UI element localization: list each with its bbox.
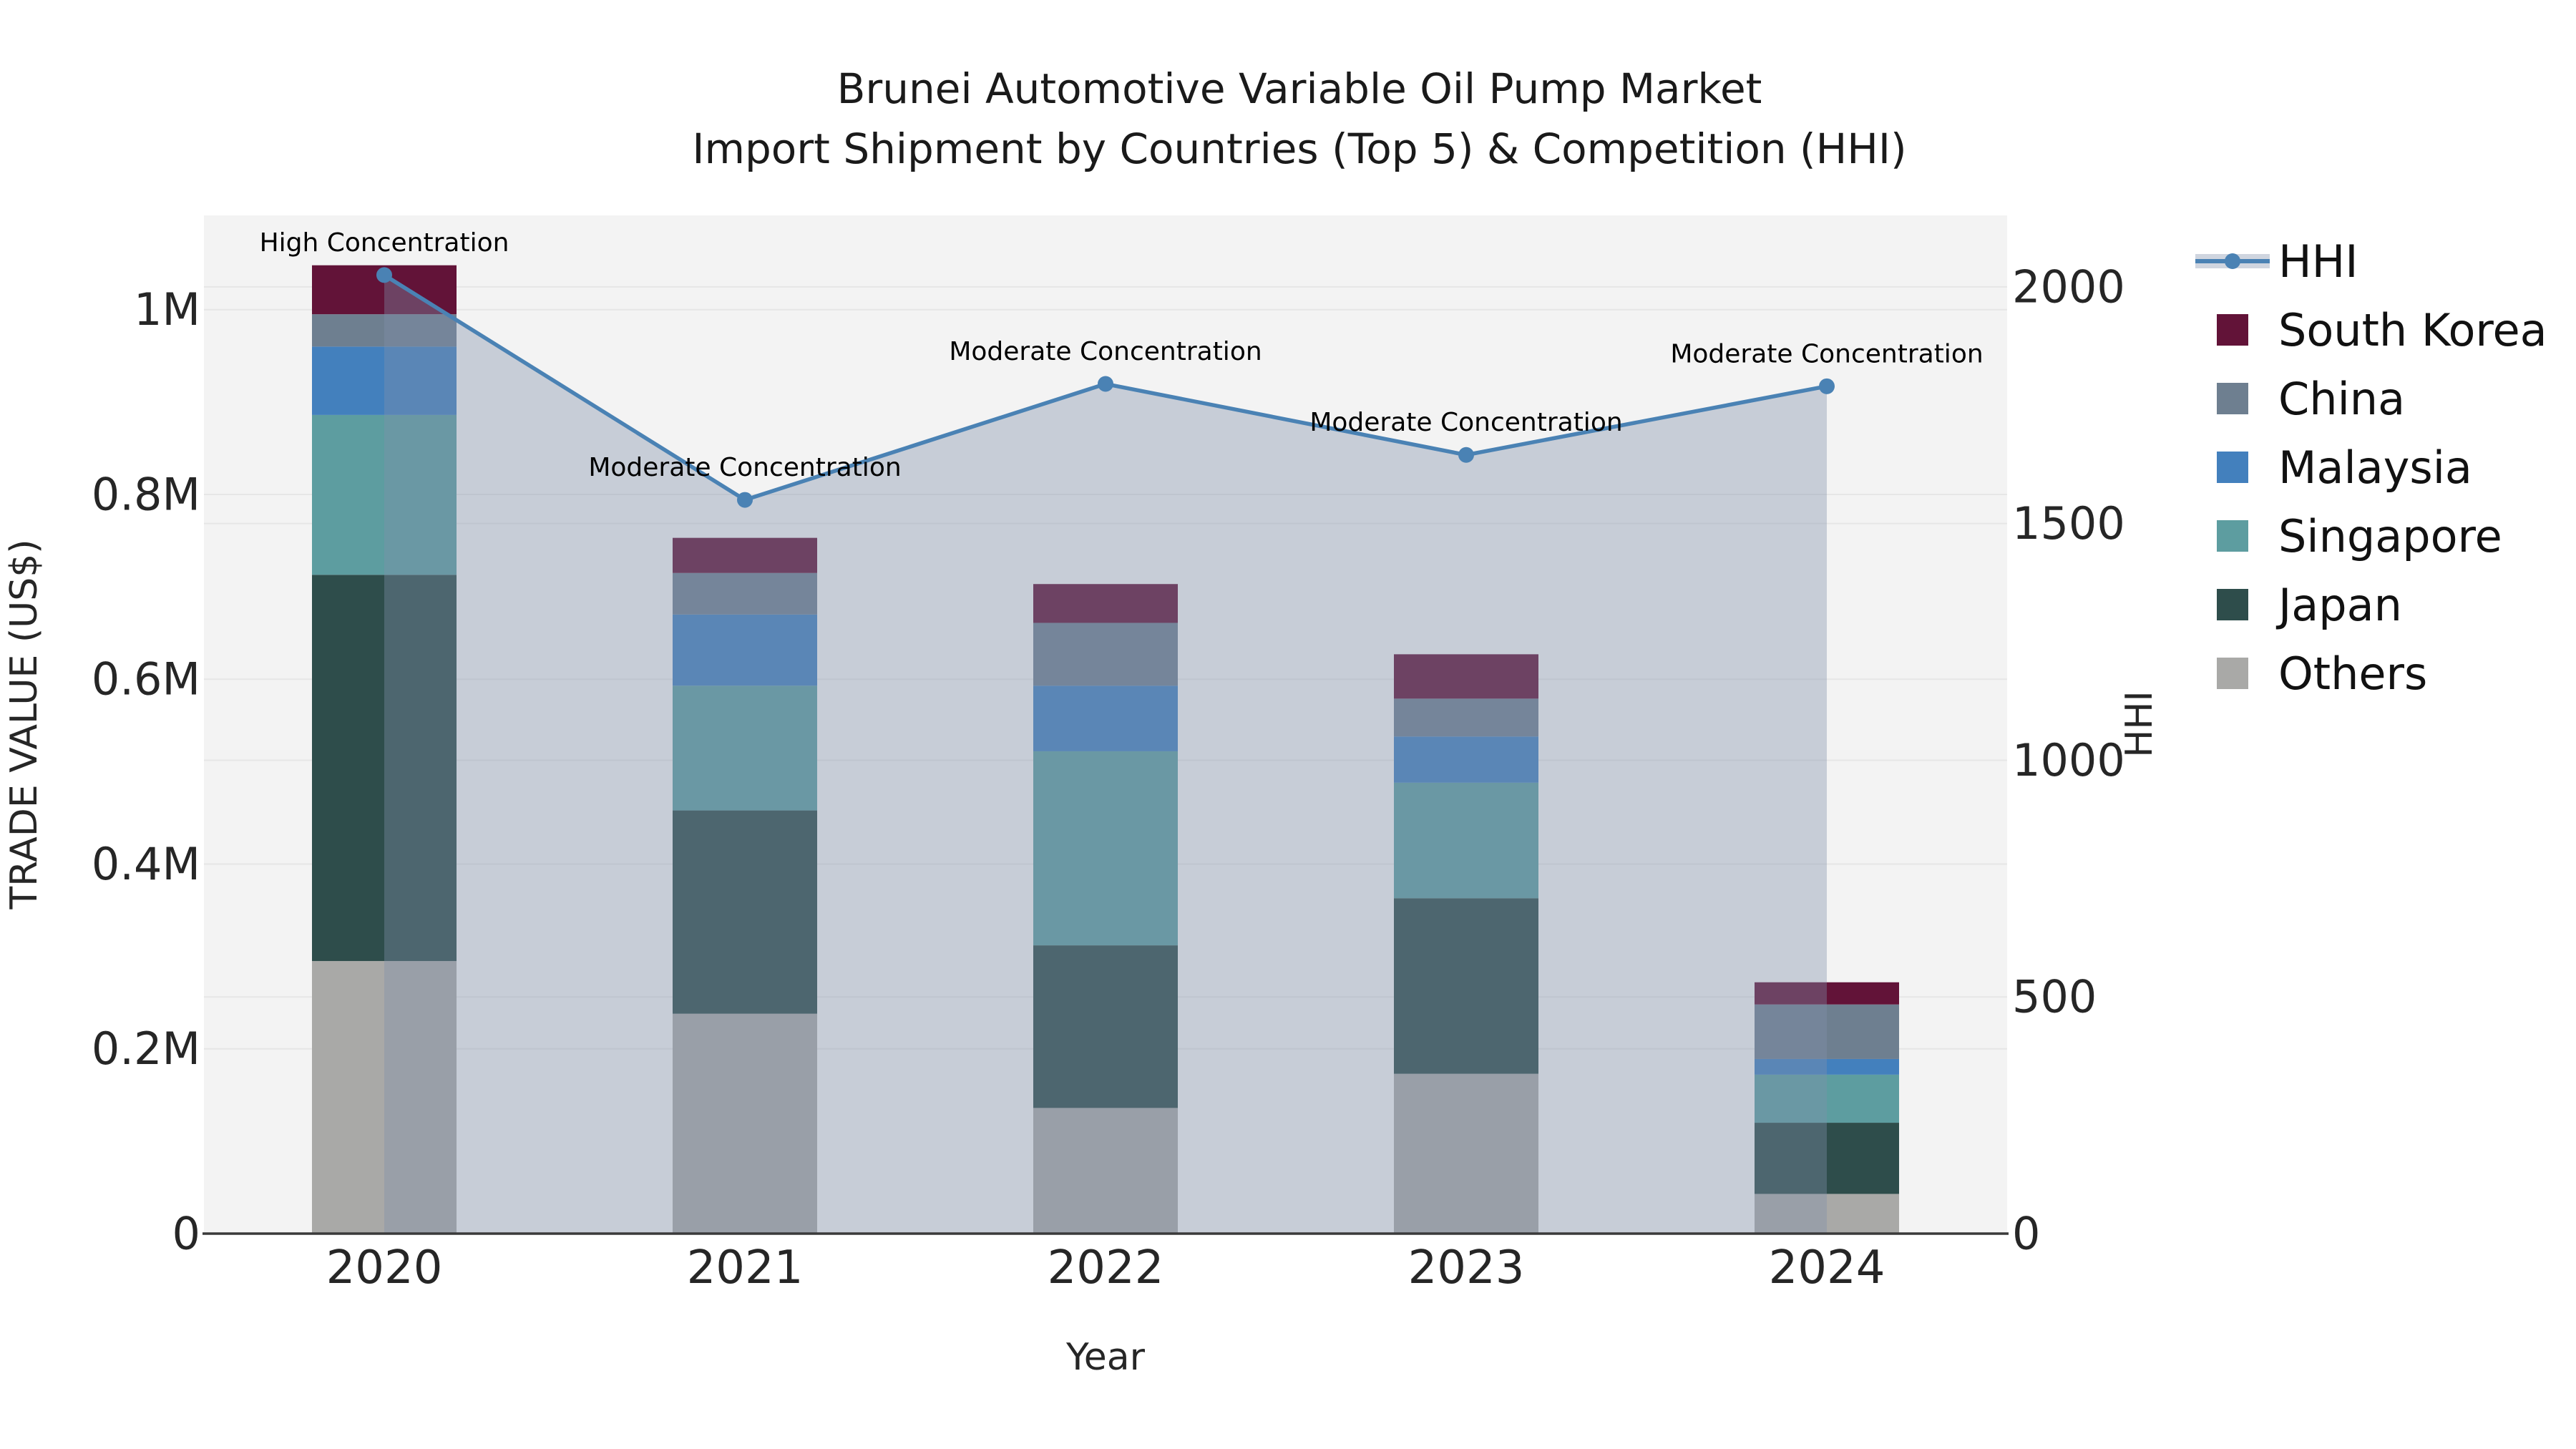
chart-title-line-2: Import Shipment by Countries (Top 5) & C… (692, 125, 1907, 173)
legend-item-japan: Japan (2190, 570, 2547, 639)
legend-item-south-korea: South Korea (2190, 296, 2547, 364)
bar-segment-japan-2020 (312, 575, 457, 962)
right-axis-title: HHI (2118, 691, 2161, 758)
bar-segment-south-korea-2023 (1394, 654, 1538, 699)
left-tick-label-1M: 1M (134, 283, 200, 336)
bar-segment-south-korea-2024 (1755, 982, 1899, 1005)
bar-segment-singapore-2020 (312, 414, 457, 575)
right-tick-label-1500: 1500 (2012, 497, 2125, 550)
legend-item-others: Others (2190, 639, 2547, 708)
bar-segment-singapore-2022 (1033, 751, 1178, 946)
legend-label: HHI (2278, 235, 2358, 288)
bar-segment-japan-2024 (1755, 1123, 1899, 1194)
left-tick-label-0.6M: 0.6M (92, 653, 200, 706)
annotation-2021: Moderate Concentration (588, 453, 901, 482)
legend-label: China (2278, 372, 2406, 425)
annotation-2024: Moderate Concentration (1670, 339, 1983, 369)
bar-segment-china-2024 (1755, 1004, 1899, 1059)
bar-segment-japan-2023 (1394, 898, 1538, 1074)
bar-segment-malaysia-2020 (312, 346, 457, 415)
bar-segment-singapore-2023 (1394, 782, 1538, 899)
bar-segment-china-2021 (673, 572, 817, 615)
bar-segment-south-korea-2022 (1033, 584, 1178, 623)
bar-segment-china-2020 (312, 314, 457, 347)
bar-segment-others-2023 (1394, 1073, 1538, 1234)
bar-segment-malaysia-2023 (1394, 736, 1538, 783)
x-axis-title: Year (1065, 1336, 1146, 1379)
right-tick-label-500: 500 (2012, 971, 2097, 1023)
bar-segment-singapore-2024 (1755, 1074, 1899, 1123)
bar-segment-singapore-2021 (673, 686, 817, 811)
hhi-area-fill (384, 275, 1827, 1234)
legend-color-swatch-icon (2190, 502, 2278, 570)
left-tick-label-0.4M: 0.4M (92, 838, 200, 890)
right-tick-label-2000: 2000 (2012, 260, 2125, 313)
hhi-marker-2022 (1098, 376, 1113, 392)
chart-title: Brunei Automotive Variable Oil Pump Mark… (692, 59, 1906, 179)
bar-segment-malaysia-2022 (1033, 686, 1178, 751)
left-tick-label-0.8M: 0.8M (92, 468, 200, 520)
legend-label: Singapore (2278, 509, 2502, 562)
legend-item-hhi: HHI (2190, 227, 2547, 296)
legend-item-china: China (2190, 364, 2547, 433)
legend-label: Others (2278, 647, 2428, 700)
legend-label: Malaysia (2278, 441, 2472, 494)
annotation-2023: Moderate Concentration (1309, 408, 1622, 437)
legend-color-swatch-icon (2190, 364, 2278, 433)
legend-color-swatch-icon (2190, 570, 2278, 639)
annotation-2020: High Concentration (260, 228, 509, 258)
bar-segment-others-2020 (312, 961, 457, 1234)
legend-item-malaysia: Malaysia (2190, 433, 2547, 502)
legend-color-swatch-icon (2190, 433, 2278, 502)
right-tick-label-1000: 1000 (2012, 734, 2125, 786)
bar-segment-malaysia-2021 (673, 614, 817, 686)
x-tick-label-2022: 2022 (1048, 1241, 1164, 1294)
bar-segment-malaysia-2024 (1755, 1058, 1899, 1075)
bar-segment-south-korea-2021 (673, 537, 817, 573)
left-tick-label-0.2M: 0.2M (92, 1023, 200, 1075)
right-tick-label-0: 0 (2012, 1208, 2040, 1260)
hhi-marker-2020 (376, 267, 392, 283)
legend-label: South Korea (2278, 303, 2547, 356)
legend-item-singapore: Singapore (2190, 502, 2547, 570)
legend-color-swatch-icon (2190, 296, 2278, 364)
hhi-marker-2021 (737, 492, 753, 508)
x-tick-label-2023: 2023 (1408, 1241, 1525, 1294)
annotation-2022: Moderate Concentration (949, 337, 1262, 366)
x-tick-label-2024: 2024 (1769, 1241, 1885, 1294)
left-tick-label-0: 0 (172, 1208, 200, 1260)
hhi-marker-2023 (1458, 447, 1474, 463)
bar-segment-others-2022 (1033, 1108, 1178, 1234)
bar-segment-others-2024 (1755, 1194, 1899, 1234)
legend: HHI South Korea China Malaysia Singapore Japa… (2190, 227, 2547, 708)
hhi-marker-2024 (1819, 378, 1835, 394)
bar-segment-japan-2021 (673, 810, 817, 1014)
x-tick-label-2021: 2021 (687, 1241, 804, 1294)
hhi-line-swatch-icon (2190, 227, 2278, 296)
legend-label: Japan (2278, 578, 2402, 631)
legend-color-swatch-icon (2190, 639, 2278, 708)
x-tick-label-2020: 2020 (326, 1241, 443, 1294)
chart-title-line-1: Brunei Automotive Variable Oil Pump Mark… (836, 64, 1762, 113)
bar-segment-china-2022 (1033, 623, 1178, 686)
bar-segment-china-2023 (1394, 698, 1538, 737)
bar-segment-others-2021 (673, 1013, 817, 1234)
bar-segment-japan-2022 (1033, 945, 1178, 1108)
left-axis-title: TRADE VALUE (US$) (3, 539, 46, 909)
